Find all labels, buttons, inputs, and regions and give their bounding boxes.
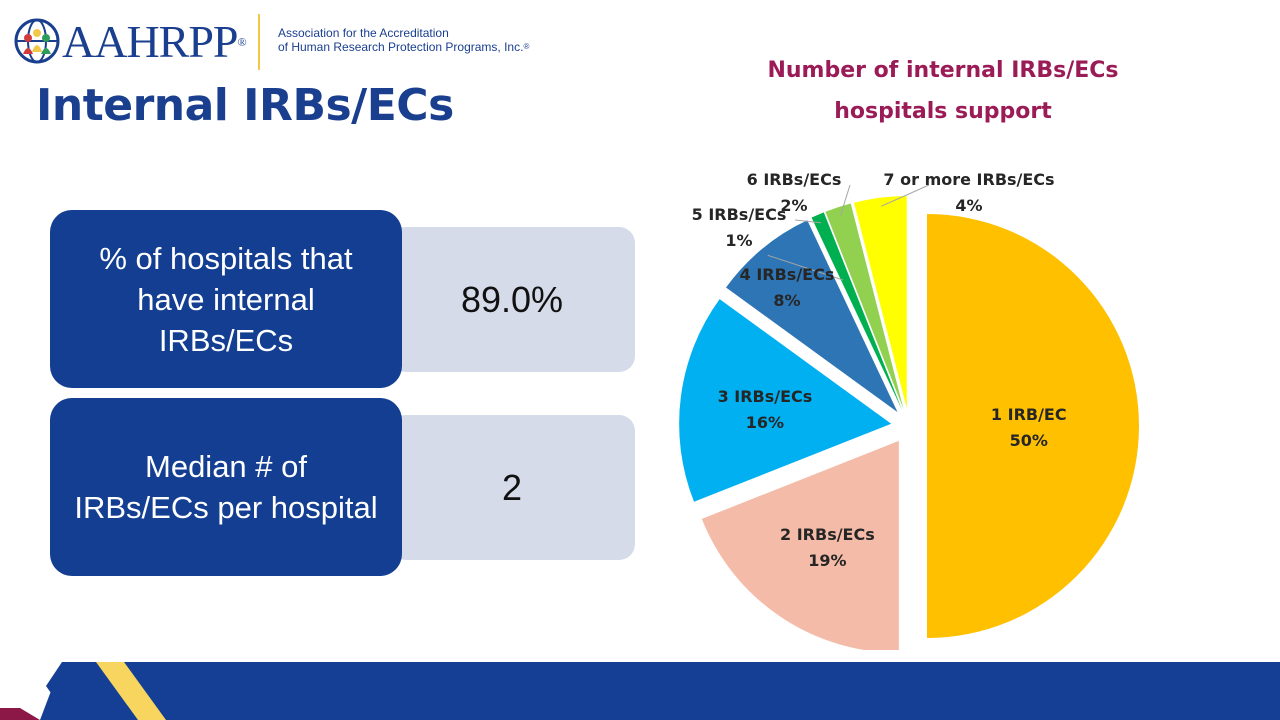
footer-band: [0, 662, 1280, 720]
pie-slices: [679, 196, 1139, 650]
stat-value-box: [390, 415, 635, 560]
aahrpp-logo: AAHRPP® Association for the Accreditatio…: [14, 14, 534, 74]
chart-title-line-2: hospitals support: [834, 99, 1052, 124]
stat-card-median-irbs: 2 Median # of IRBs/ECs per hospital: [50, 398, 635, 576]
leader-line-7-or-more-irbs-ecs: [881, 184, 930, 207]
slice-label-2-irbs-ecs: 2 IRBs/ECs: [780, 525, 875, 544]
logo-wordmark: AAHRPP®: [62, 16, 247, 67]
slice-label-6-irbs-ecs: 6 IRBs/ECs: [747, 170, 842, 189]
logo-tagline: Association for the Accreditation of Hum…: [278, 26, 530, 54]
page-title: Internal IRBs/ECs: [36, 80, 454, 131]
slice-value-5-irbs-ecs: 1%: [725, 231, 752, 250]
pie-slice-2-irbs-ecs: [701, 440, 899, 650]
pie-slice-3-irbs-ecs: [679, 299, 892, 502]
chart-title-line-1: Number of internal IRBs/ECs: [767, 58, 1118, 83]
stat-label: Median # of IRBs/ECs per hospital: [50, 398, 402, 576]
pie-slice-1-irb-ec: [927, 214, 1139, 638]
pie-slice-7-or-more-irbs-ecs: [854, 196, 907, 409]
slice-label-3-irbs-ecs: 3 IRBs/ECs: [718, 387, 813, 406]
logo-divider: [258, 14, 260, 70]
slice-label-4-irbs-ecs: 4 IRBs/ECs: [740, 265, 835, 284]
slice-value-3-irbs-ecs: 16%: [746, 413, 784, 432]
leader-line-6-irbs-ecs: [840, 184, 851, 216]
slice-value-2-irbs-ecs: 19%: [808, 551, 846, 570]
slice-label-5-irbs-ecs: 5 IRBs/ECs: [692, 205, 787, 224]
pie-slice-5-irbs-ecs: [811, 212, 902, 410]
slice-label-1-irb-ec: 1 IRB/EC: [991, 405, 1067, 424]
slice-value-1-irb-ec: 50%: [1010, 431, 1048, 450]
leader-line-5-irbs-ecs: [794, 219, 822, 224]
pie-chart: Number of internal IRBs/ECs hospitals su…: [679, 58, 1139, 650]
pie-leader-lines: [767, 184, 930, 281]
slice-value-4-irbs-ecs: 8%: [773, 291, 800, 310]
slice-label-7-or-more-irbs-ecs: 7 or more IRBs/ECs: [883, 170, 1054, 189]
pie-labels: 1 IRB/EC 50% 2 IRBs/ECs 19% 3 IRBs/ECs 16% 4 I…: [692, 170, 1067, 570]
stat-value-box: [390, 227, 635, 372]
stat-card-internal-irbs: 89.0% % of hospitals that have internal …: [50, 210, 635, 388]
pie-slice-6-irbs-ecs: [825, 203, 904, 409]
pie-slice-4-irbs-ecs: [726, 220, 898, 413]
stat-value: 89.0%: [460, 278, 564, 320]
stat-label: % of hospitals that have internal IRBs/E…: [50, 210, 402, 388]
slice-value-7-or-more-irbs-ecs: 4%: [955, 196, 982, 215]
leader-line-4-irbs-ecs: [767, 254, 844, 281]
globe-people-icon: [14, 18, 60, 64]
stat-value: 2: [501, 466, 523, 508]
slice-value-6-irbs-ecs: 2%: [780, 196, 807, 215]
